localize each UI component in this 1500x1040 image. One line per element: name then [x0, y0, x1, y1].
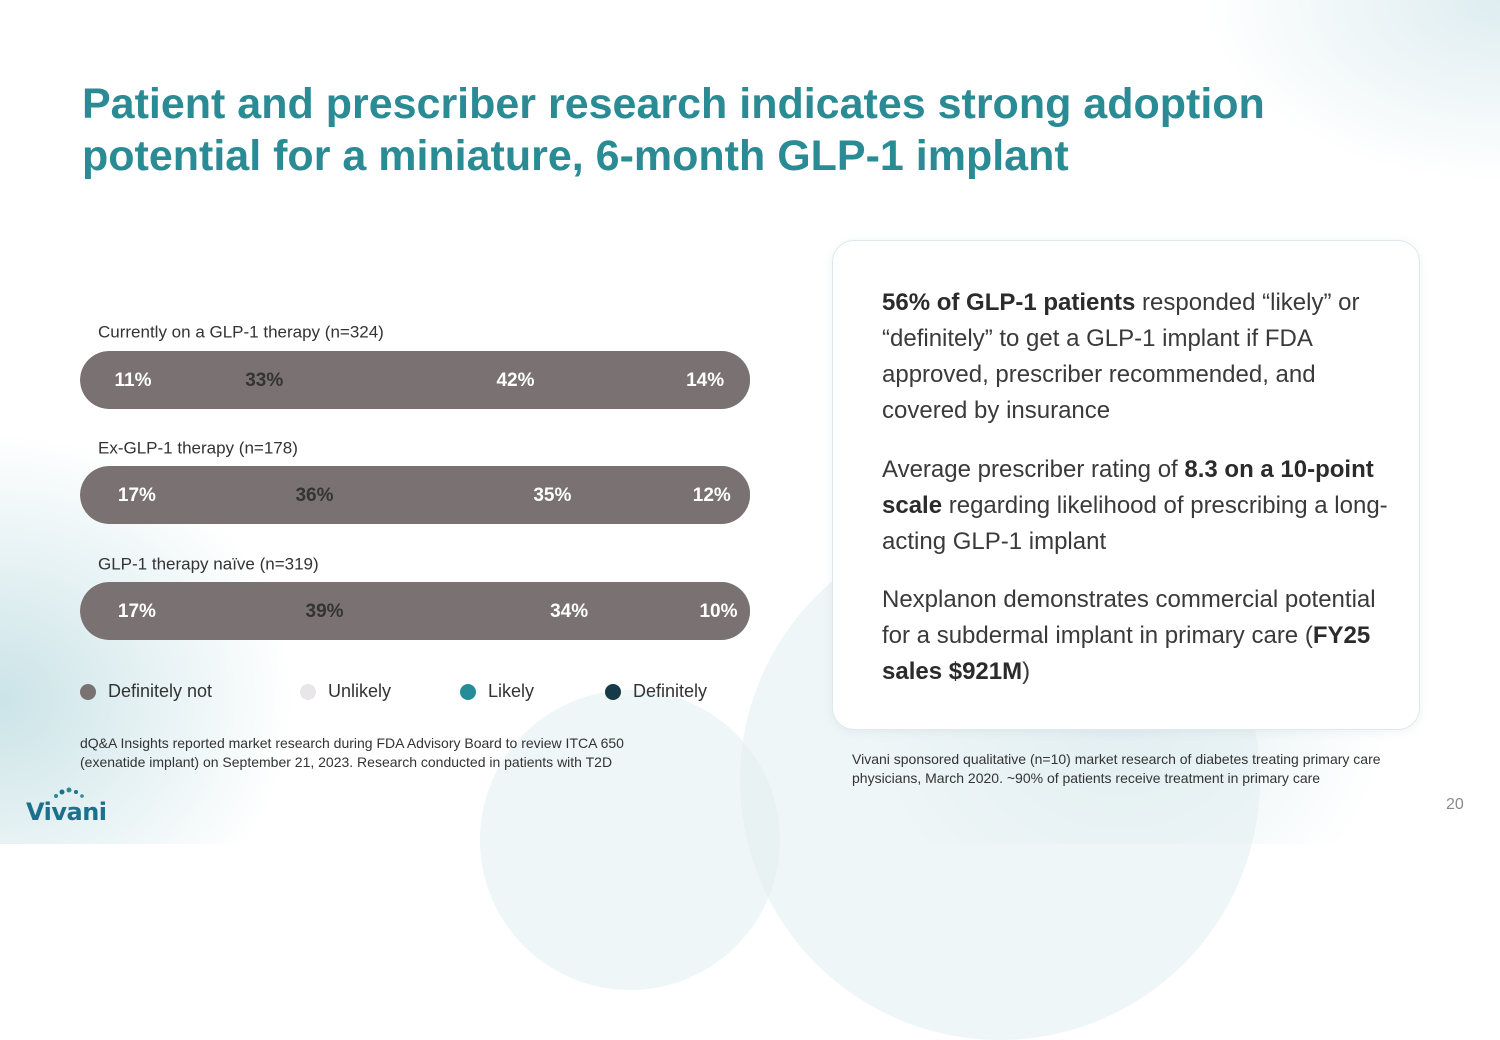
bar-row	[80, 351, 750, 409]
legend-label: Definitely	[633, 681, 707, 701]
bar-value-label: 17%	[118, 485, 156, 506]
bar-segment	[80, 466, 750, 524]
finding-nexplanon-bold: FY25 sales $921M	[882, 622, 1371, 685]
bar-value-label: 17%	[118, 601, 156, 622]
finding-rating-post: regarding likelihood of prescribing a lo…	[882, 492, 1388, 555]
legend-marker	[300, 684, 316, 700]
legend-label: Unlikely	[328, 681, 391, 701]
finding-nexplanon-pre: Nexplanon demonstrates commercial potent…	[882, 586, 1376, 649]
logo-wordmark: Vivani	[26, 798, 107, 826]
bar-value-label: 11%	[115, 370, 152, 391]
slide-title: Patient and prescriber research indicate…	[82, 80, 1265, 180]
vivani-logo: Vivani	[26, 786, 116, 826]
chart-footnote: dQ&A Insights reported market research d…	[80, 734, 740, 772]
bar-value-label: 34%	[550, 601, 588, 622]
finding-nexplanon-post: )	[1022, 658, 1031, 685]
stacked-bar-chart: Currently on a GLP-1 therapy (n=324) 11% 3…	[80, 322, 750, 701]
card-footnote: Vivani sponsored qualitative (n=10) mark…	[852, 751, 1381, 786]
bar-value-label: 14%	[686, 370, 724, 391]
footnote-line: (exenatide implant) on September 21, 202…	[80, 754, 613, 770]
bar-value-label: 36%	[295, 485, 333, 506]
finding-rating-pre: Average prescriber rating of	[882, 456, 1185, 483]
legend-label: Likely	[488, 681, 534, 701]
bar-value-label: 33%	[245, 370, 283, 391]
bar-value-label: 12%	[693, 485, 731, 506]
bar-value-label: 35%	[533, 485, 571, 506]
legend-marker	[605, 684, 621, 700]
logo-dots-icon	[54, 787, 84, 798]
bar-value-label: 42%	[496, 370, 534, 391]
legend-marker	[80, 684, 96, 700]
bar-row	[80, 466, 750, 524]
footnote-line: dQ&A Insights reported market research d…	[80, 735, 624, 751]
bar-value-label: 10%	[699, 601, 737, 622]
bar-value-label: 39%	[306, 601, 344, 622]
bar-segment	[80, 582, 750, 640]
bar-row	[80, 582, 750, 640]
bar-category-label: GLP-1 therapy naïve (n=319)	[98, 554, 319, 573]
bar-category-label: Currently on a GLP-1 therapy (n=324)	[98, 322, 384, 341]
finding-patients-bold: 56% of GLP-1 patients	[882, 289, 1136, 316]
legend-marker	[460, 684, 476, 700]
finding-patients-text: responded “likely” or “definitely” to ge…	[882, 289, 1360, 424]
bar-category-label: Ex-GLP-1 therapy (n=178)	[98, 438, 298, 457]
finding-rating-bold: 8.3 on a 10-point scale	[882, 456, 1374, 519]
finding-prescriber-rating: Average prescriber rating of 8.3 on a 10…	[882, 452, 1392, 560]
bar-segment	[80, 351, 750, 409]
legend-label: Definitely not	[108, 681, 212, 701]
page-number: 20	[1446, 796, 1464, 813]
finding-patients: 56% of GLP-1 patients responded “likely”…	[882, 285, 1392, 429]
key-findings-card: 56% of GLP-1 patients responded “likely”…	[832, 240, 1420, 730]
finding-nexplanon: Nexplanon demonstrates commercial potent…	[882, 582, 1392, 690]
